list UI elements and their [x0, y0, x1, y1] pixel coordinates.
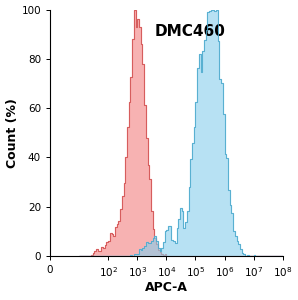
Y-axis label: Count (%): Count (%) — [6, 98, 18, 168]
Polygon shape — [79, 10, 283, 256]
Polygon shape — [79, 10, 283, 256]
X-axis label: APC-A: APC-A — [145, 281, 188, 294]
Text: DMC460: DMC460 — [154, 24, 225, 39]
